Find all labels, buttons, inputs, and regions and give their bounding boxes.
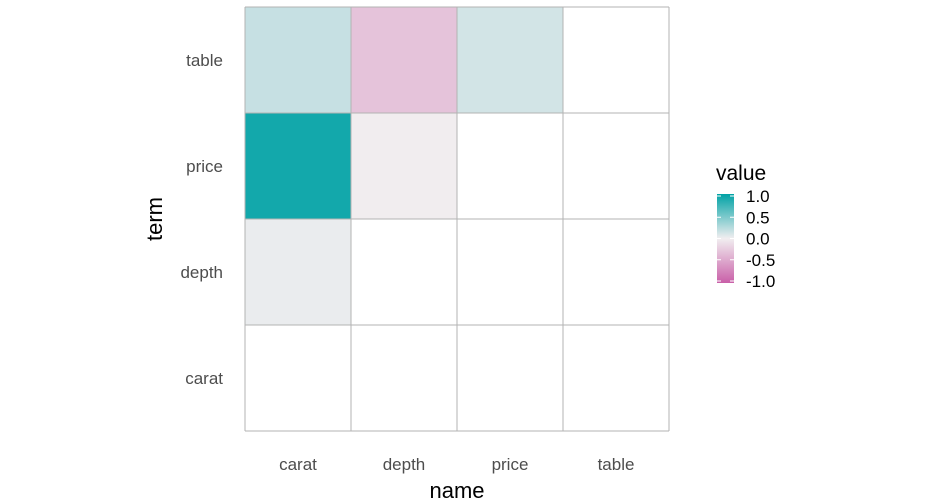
heatmap-cell-depth-price [351,113,457,219]
legend: value 1.0 0.5 0.0 -0.5 -1.0 [716,162,775,291]
gridlines [244,6,670,432]
legend-tick-label: -1.0 [746,272,775,291]
legend-title: value [716,162,766,185]
heatmap-cell-carat-price [245,113,351,219]
x-tick-labels: carat depth price table [279,455,634,474]
legend-tick-label: 0.0 [746,230,770,249]
heatmap-cell-carat-depth [245,219,351,325]
legend-tick-label: -0.5 [746,251,775,270]
y-tick-label: depth [180,263,223,282]
cells [245,7,563,325]
y-tick-label: price [186,157,223,176]
legend-colorbar [717,194,734,283]
x-tick-label: depth [383,455,426,474]
y-tick-labels: carat depth price table [180,51,223,388]
y-tick-label: table [186,51,223,70]
legend-tick-label: 1.0 [746,187,770,206]
legend-tick-label: 0.5 [746,208,770,227]
y-axis-title: term [142,197,167,241]
x-axis-title: name [429,478,484,503]
y-tick-label: carat [185,369,223,388]
x-tick-label: table [598,455,635,474]
heatmap-cell-carat-table [245,7,351,113]
heatmap-cell-price-table [457,7,563,113]
heatmap-cell-depth-table [351,7,457,113]
x-tick-label: price [492,455,529,474]
x-tick-label: carat [279,455,317,474]
